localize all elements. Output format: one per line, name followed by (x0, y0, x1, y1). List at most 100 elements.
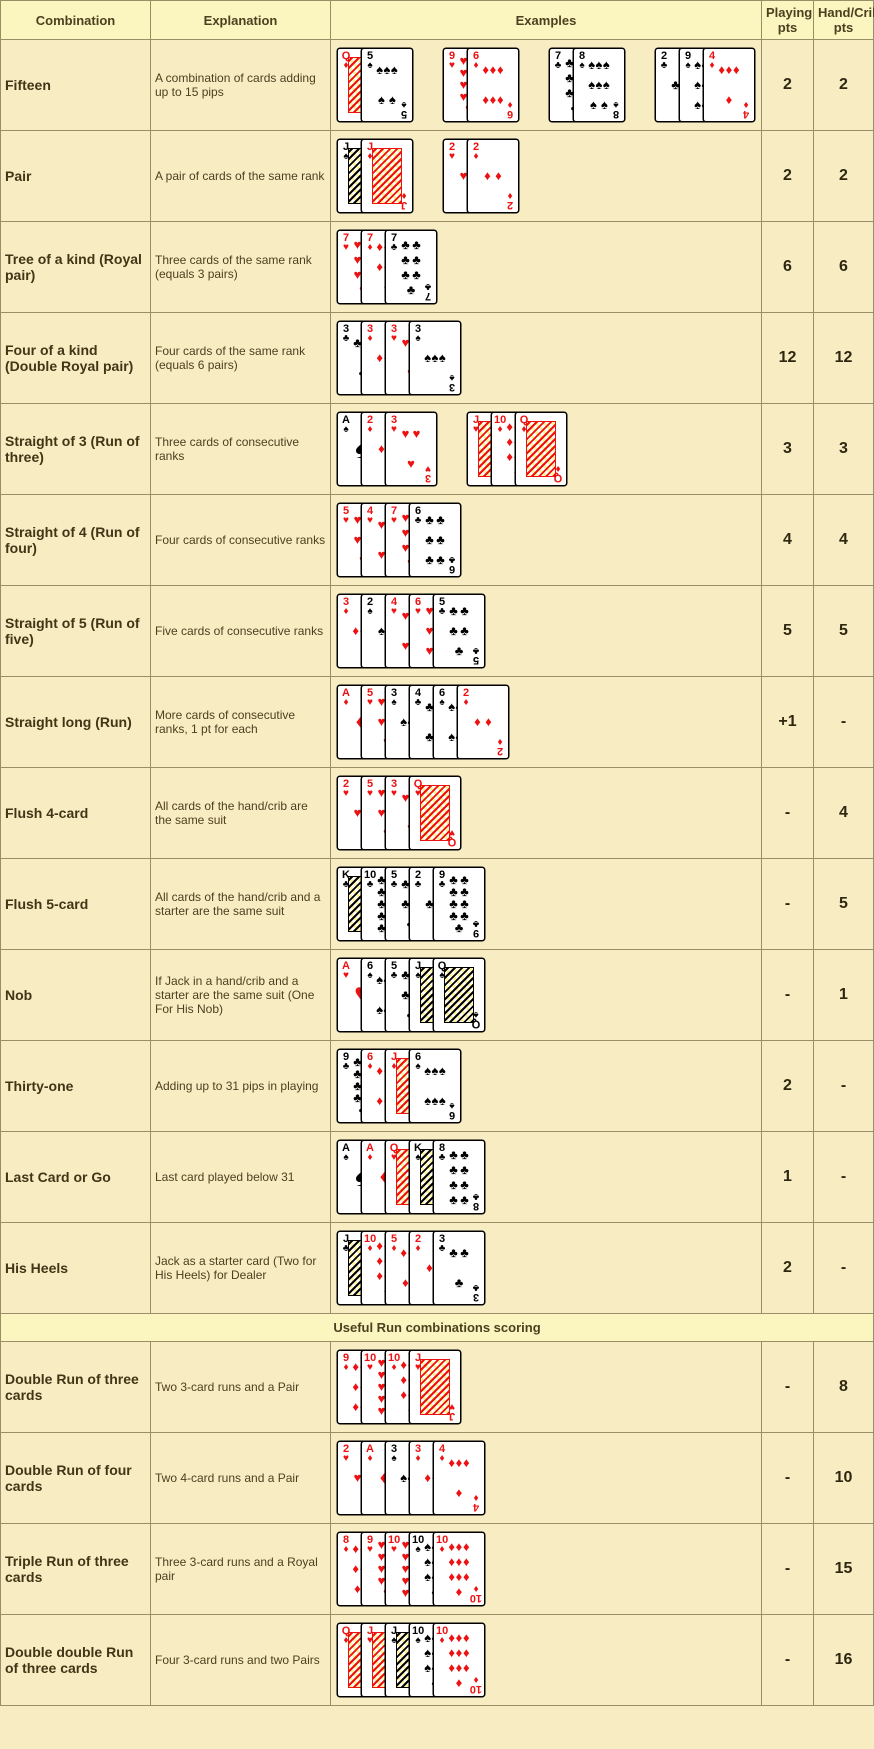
section-header: Useful Run combinations scoring (1, 1314, 874, 1342)
playing-card: 6♦6♦♦♦♦♦♦♦ (467, 48, 519, 122)
combo-name: Thirty-one (1, 1041, 151, 1132)
playing-card: 6♣6♣♣♣♣♣♣♣ (409, 503, 461, 577)
card-group: A♠A♠♠A♦A♦♦Q♥Q♥K♠K♠8♣8♣♣♣♣♣♣♣♣♣ (337, 1140, 485, 1214)
scoring-table: Combination Explanation Examples Playing… (0, 0, 874, 1706)
examples-cell: A♠A♠♠A♦A♦♦Q♥Q♥K♠K♠8♣8♣♣♣♣♣♣♣♣♣ (331, 1132, 762, 1223)
explanation: Two 3-card runs and a Pair (151, 1342, 331, 1433)
hand-crib-pts: 5 (814, 586, 874, 677)
examples-cell: K♣K♣10♣10♣♣♣♣♣♣♣♣♣♣♣5♣5♣♣♣♣♣♣2♣2♣♣♣9♣9♣♣… (331, 859, 762, 950)
playing-card: J♥J♥ (409, 1350, 461, 1424)
playing-pts: 6 (762, 222, 814, 313)
hand-crib-pts: 16 (814, 1615, 874, 1706)
explanation: Adding up to 31 pips in playing (151, 1041, 331, 1132)
combo-name: Straight of 4 (Run of four) (1, 495, 151, 586)
hand-crib-pts: 4 (814, 768, 874, 859)
combo-name: Tree of a kind (Royal pair) (1, 222, 151, 313)
card-group: A♥A♥♥6♠6♠♠♠♠♠♠♠5♣5♣♣♣♣♣♣J♠J♠Q♠Q♠ (337, 958, 485, 1032)
table-row: Tree of a kind (Royal pair)Three cards o… (1, 222, 874, 313)
playing-card: 5♠5♠♠♠♠♠♠ (361, 48, 413, 122)
examples-cell: A♠A♠♠2♦2♦♦♦3♥3♥♥♥♥J♥J♥10♦10♦♦♦♦♦♦♦♦♦♦♦Q♦… (331, 404, 762, 495)
playing-pts: 3 (762, 404, 814, 495)
explanation: All cards of the hand/crib are the same … (151, 768, 331, 859)
card-group: J♥J♥10♦10♦♦♦♦♦♦♦♦♦♦♦Q♦Q♦ (467, 412, 567, 486)
combo-name: His Heels (1, 1223, 151, 1314)
header-examples: Examples (331, 1, 762, 40)
playing-card: 2♦2♦♦♦ (467, 139, 519, 213)
hand-crib-pts: - (814, 677, 874, 768)
examples-cell: 5♥5♥♥♥♥♥♥4♥4♥♥♥♥♥7♥7♥♥♥♥♥♥♥♥6♣6♣♣♣♣♣♣♣ (331, 495, 762, 586)
explanation: Five cards of consecutive ranks (151, 586, 331, 677)
card-group: 7♣7♣♣♣♣♣♣♣♣8♠8♠♠♠♠♠♠♠♠♠ (549, 48, 625, 122)
examples-cell: J♠J♠J♦J♦2♥2♥♥♥2♦2♦♦♦ (331, 131, 762, 222)
table-row: Straight of 3 (Run of three)Three cards … (1, 404, 874, 495)
combo-name: Double Run of three cards (1, 1342, 151, 1433)
playing-card: 9♣9♣♣♣♣♣♣♣♣♣♣ (433, 867, 485, 941)
combo-name: Four of a kind (Double Royal pair) (1, 313, 151, 404)
header-explanation: Explanation (151, 1, 331, 40)
playing-pts: 2 (762, 40, 814, 131)
card-group: 7♥7♥♥♥♥♥♥♥♥7♦7♦♦♦♦♦♦♦♦7♣7♣♣♣♣♣♣♣♣ (337, 230, 437, 304)
card-group: 2♥2♥♥♥2♦2♦♦♦ (443, 139, 519, 213)
examples-cell: Q♦Q♦5♠5♠♠♠♠♠♠9♥9♥♥♥♥♥♥♥♥♥♥6♦6♦♦♦♦♦♦♦7♣7♣… (331, 40, 762, 131)
card-group: J♣J♣10♦10♦♦♦♦♦♦♦♦♦♦♦5♦5♦♦♦♦♦♦2♦2♦♦♦3♣3♣♣… (337, 1231, 485, 1305)
playing-pts: 4 (762, 495, 814, 586)
card-group: A♦A♦♦5♥5♥♥♥♥♥♥3♠3♠♠♠♠4♣4♣♣♣♣♣6♠6♠♠♠♠♠♠♠2… (337, 685, 509, 759)
hand-crib-pts: 15 (814, 1524, 874, 1615)
playing-pts: - (762, 1615, 814, 1706)
table-row: Last Card or GoLast card played below 31… (1, 1132, 874, 1223)
explanation: Three cards of consecutive ranks (151, 404, 331, 495)
combo-name: Double Run of four cards (1, 1433, 151, 1524)
playing-card: 10♦10♦♦♦♦♦♦♦♦♦♦♦ (433, 1623, 485, 1697)
table-row: Flush 5-cardAll cards of the hand/crib a… (1, 859, 874, 950)
hand-crib-pts: - (814, 1041, 874, 1132)
table-row: Flush 4-cardAll cards of the hand/crib a… (1, 768, 874, 859)
playing-pts: 5 (762, 586, 814, 677)
playing-card: 7♣7♣♣♣♣♣♣♣♣ (385, 230, 437, 304)
playing-pts: +1 (762, 677, 814, 768)
hand-crib-pts: 6 (814, 222, 874, 313)
combo-name: Straight long (Run) (1, 677, 151, 768)
explanation: Two 4-card runs and a Pair (151, 1433, 331, 1524)
hand-crib-pts: 5 (814, 859, 874, 950)
combo-name: Straight of 3 (Run of three) (1, 404, 151, 495)
explanation: Three cards of the same rank (equals 3 p… (151, 222, 331, 313)
explanation: Jack as a starter card (Two for His Heel… (151, 1223, 331, 1314)
hand-crib-pts: - (814, 1132, 874, 1223)
playing-card: 8♠8♠♠♠♠♠♠♠♠♠ (573, 48, 625, 122)
table-row: PairA pair of cards of the same rankJ♠J♠… (1, 131, 874, 222)
hand-crib-pts: 2 (814, 40, 874, 131)
header-hand-crib-pts: Hand/Crib pts (814, 1, 874, 40)
card-group: Q♦Q♦J♥J♥J♠J♠10♠10♠♠♠♠♠♠♠♠♠♠♠10♦10♦♦♦♦♦♦♦… (337, 1623, 485, 1697)
table-row: FifteenA combination of cards adding up … (1, 40, 874, 131)
examples-cell: 7♥7♥♥♥♥♥♥♥♥7♦7♦♦♦♦♦♦♦♦7♣7♣♣♣♣♣♣♣♣ (331, 222, 762, 313)
card-group: 8♦8♦♦♦♦♦♦♦♦♦9♥9♥♥♥♥♥♥♥♥♥♥10♥10♥♥♥♥♥♥♥♥♥♥… (337, 1532, 485, 1606)
playing-card: 8♣8♣♣♣♣♣♣♣♣♣ (433, 1140, 485, 1214)
table-row: Double Run of three cardsTwo 3-card runs… (1, 1342, 874, 1433)
combo-name: Triple Run of three cards (1, 1524, 151, 1615)
explanation: All cards of the hand/crib and a starter… (151, 859, 331, 950)
header-combination: Combination (1, 1, 151, 40)
card-group: Q♦Q♦5♠5♠♠♠♠♠♠ (337, 48, 413, 122)
hand-crib-pts: 3 (814, 404, 874, 495)
playing-pts: - (762, 950, 814, 1041)
playing-card: 4♦4♦♦♦♦♦ (703, 48, 755, 122)
explanation: A combination of cards adding up to 15 p… (151, 40, 331, 131)
table-row: Double double Run of three cardsFour 3-c… (1, 1615, 874, 1706)
examples-cell: 3♣3♣♣♣♣3♦3♦♦♦♦3♥3♥♥♥♥3♠3♠♠♠♠ (331, 313, 762, 404)
hand-crib-pts: 10 (814, 1433, 874, 1524)
card-group: 5♥5♥♥♥♥♥♥4♥4♥♥♥♥♥7♥7♥♥♥♥♥♥♥♥6♣6♣♣♣♣♣♣♣ (337, 503, 461, 577)
explanation: Four cards of the same rank (equals 6 pa… (151, 313, 331, 404)
hand-crib-pts: 2 (814, 131, 874, 222)
table-row: Double Run of four cardsTwo 4-card runs … (1, 1433, 874, 1524)
playing-pts: 2 (762, 131, 814, 222)
examples-cell: 9♦9♦♦♦♦♦♦♦♦♦♦10♥10♥♥♥♥♥♥♥♥♥♥♥10♦10♦♦♦♦♦♦… (331, 1342, 762, 1433)
playing-pts: - (762, 1524, 814, 1615)
table-row: Triple Run of three cardsThree 3-card ru… (1, 1524, 874, 1615)
examples-cell: A♦A♦♦5♥5♥♥♥♥♥♥3♠3♠♠♠♠4♣4♣♣♣♣♣6♠6♠♠♠♠♠♠♠2… (331, 677, 762, 768)
table-row: Straight of 5 (Run of five)Five cards of… (1, 586, 874, 677)
examples-cell: A♥A♥♥6♠6♠♠♠♠♠♠♠5♣5♣♣♣♣♣♣J♠J♠Q♠Q♠ (331, 950, 762, 1041)
combo-name: Flush 5-card (1, 859, 151, 950)
card-group: 2♥2♥♥♥A♦A♦♦3♠3♠♠♠♠3♦3♦♦♦♦4♦4♦♦♦♦♦ (337, 1441, 485, 1515)
combo-name: Nob (1, 950, 151, 1041)
playing-card: 5♣5♣♣♣♣♣♣ (433, 594, 485, 668)
